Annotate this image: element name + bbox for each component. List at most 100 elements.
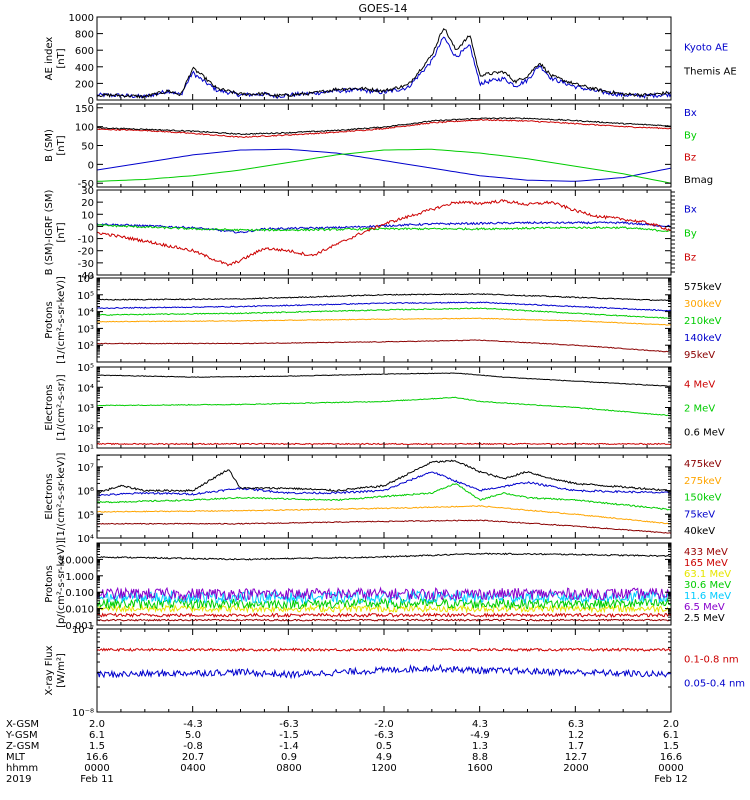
y-tick-label: 0	[88, 222, 94, 233]
y-tick-label: 10⁻⁷	[72, 625, 94, 636]
y-tick-label: 600	[75, 46, 94, 57]
y-axis-label: [nT]	[56, 48, 67, 68]
footer-cell: 5.0	[185, 730, 201, 741]
panel-frame	[96, 542, 672, 626]
series-line-4-2	[96, 317, 672, 326]
legend-entry: Bz	[684, 153, 696, 164]
legend-entry: 6.5 MeV	[684, 602, 725, 613]
series-line-4-4	[96, 301, 672, 312]
y-tick-label: 10²	[77, 341, 94, 352]
series-line-2-3	[97, 118, 672, 139]
y-axis-label: Protons	[44, 301, 55, 338]
footer-cell: 12.7	[565, 752, 587, 763]
series-line-5-3	[96, 372, 672, 387]
series-line-6-2	[96, 505, 672, 525]
y-axis-label: AE index	[44, 37, 55, 81]
y-tick-label: 400	[75, 63, 94, 74]
footer-cell: 2.0	[89, 719, 105, 730]
y-axis-label: B (SM)-IGRF (SM)	[44, 190, 55, 276]
series-line-7-5	[96, 589, 672, 605]
y-tick-label: -20	[78, 247, 94, 258]
y-axis-label: Protons	[44, 565, 55, 602]
y-tick-label: 10¹	[77, 444, 94, 455]
legend-entry: 433 MeV	[684, 547, 728, 558]
y-tick-label: 10⁻⁸	[72, 708, 94, 719]
panel-frame	[96, 277, 672, 363]
legend-entry: 4 MeV	[684, 380, 715, 391]
legend-entry: 275keV	[684, 476, 722, 487]
series-line-8-2	[96, 663, 672, 680]
y-tick-label: 20	[81, 198, 94, 209]
y-axis-label: [1/(cm²-s-sr)]	[56, 374, 67, 440]
legend-entry: 165 MeV	[684, 558, 728, 569]
y-axis-label: Electrons	[44, 384, 55, 430]
footer-cell: 4.3	[472, 719, 488, 730]
y-tick-label: -10	[78, 235, 94, 246]
y-axis-label: [p/(cm²-s-sr-keV)]	[56, 540, 67, 628]
y-tick-label: 0.100	[65, 588, 94, 599]
footer-cell: -6.3	[279, 719, 299, 730]
y-tick-label: -40	[78, 271, 94, 282]
y-tick-label: 150	[75, 104, 94, 115]
series-line-4-3	[96, 307, 672, 319]
y-tick-label: 0.001	[65, 621, 94, 632]
footer-cell: 0400	[180, 763, 205, 774]
y-tick-label: 10⁴	[77, 534, 94, 545]
legend-entry: 475keV	[684, 459, 722, 470]
footer-cell: 1.2	[568, 730, 584, 741]
footer-cell: 4.9	[376, 752, 392, 763]
footer-cell: 20.7	[182, 752, 204, 763]
footer-cell: -1.4	[279, 741, 299, 752]
footer-row-label: Y-GSM	[5, 730, 38, 741]
y-tick-label: -50	[78, 179, 94, 190]
legend-entry: Kyoto AE	[684, 43, 728, 54]
y-axis-label: [1/(cm²-s-sr-keV)]	[56, 276, 67, 364]
y-tick-label: 10⁶	[77, 274, 94, 285]
y-tick-label: 200	[75, 79, 94, 90]
panel-6: 10⁴ 10⁵ 10⁶ 10⁷ Electrons [1/(cm²-s-sr-keV)] 4…	[44, 453, 722, 545]
legend-entry: 150keV	[684, 493, 722, 504]
series-line-6-5	[96, 459, 672, 494]
y-tick-label: 50	[81, 142, 94, 153]
footer-cell: 1200	[371, 763, 396, 774]
legend-entry: 0.6 MeV	[684, 428, 725, 439]
y-tick-label: 1000	[69, 13, 94, 24]
legend-entry: 210keV	[684, 316, 722, 327]
y-tick-label: 10⁷	[77, 463, 94, 474]
legend-entry: 300keV	[684, 299, 722, 310]
y-tick-label: 0.010	[65, 605, 94, 616]
plot-title: GOES-14	[358, 2, 407, 15]
footer-cell: 2000	[563, 763, 588, 774]
series-line-7-4	[96, 597, 672, 611]
footer-row-label: hhmm	[6, 763, 38, 774]
y-tick-label: 0	[88, 96, 94, 107]
panel-2: -50 0 50 100 150 B (SM) [nT] Bx By Bz Bmag	[44, 103, 713, 190]
legend-entry: Bx	[684, 205, 697, 216]
series-line-7-3	[96, 603, 672, 614]
series-line-4-1	[96, 292, 671, 302]
y-tick-label: 30	[81, 186, 94, 197]
footer-cell: 1600	[467, 763, 492, 774]
y-tick-label: 10.000	[59, 555, 94, 566]
legend-entry: By	[684, 229, 697, 240]
panel-frame	[96, 628, 672, 713]
footer-cell: -4.9	[470, 730, 490, 741]
series-line-2-4	[96, 117, 672, 136]
y-tick-label: -30	[78, 259, 94, 270]
orbit-footer-table: X-GSM 2.0 -4.3 -6.3 -2.0 4.3 6.3 2.0Y-GSM 6.1 5.0…	[5, 719, 688, 785]
series-line-2-2	[96, 148, 672, 184]
legend-entry: 95keV	[684, 350, 715, 361]
legend-entry: Bz	[684, 253, 696, 264]
legend-entry: 575keV	[684, 282, 722, 293]
footer-cell: 0000	[658, 763, 683, 774]
y-tick-label: 10³	[77, 324, 94, 335]
series-line-1-2	[96, 28, 672, 99]
legend-entry: 30.6 MeV	[684, 580, 731, 591]
series-line-4-5	[96, 339, 672, 353]
y-tick-label: 10⁶	[77, 487, 94, 498]
series-line-3-3	[96, 199, 672, 267]
footer-cell: 1.5	[89, 741, 105, 752]
y-tick-label: 0	[88, 160, 94, 171]
